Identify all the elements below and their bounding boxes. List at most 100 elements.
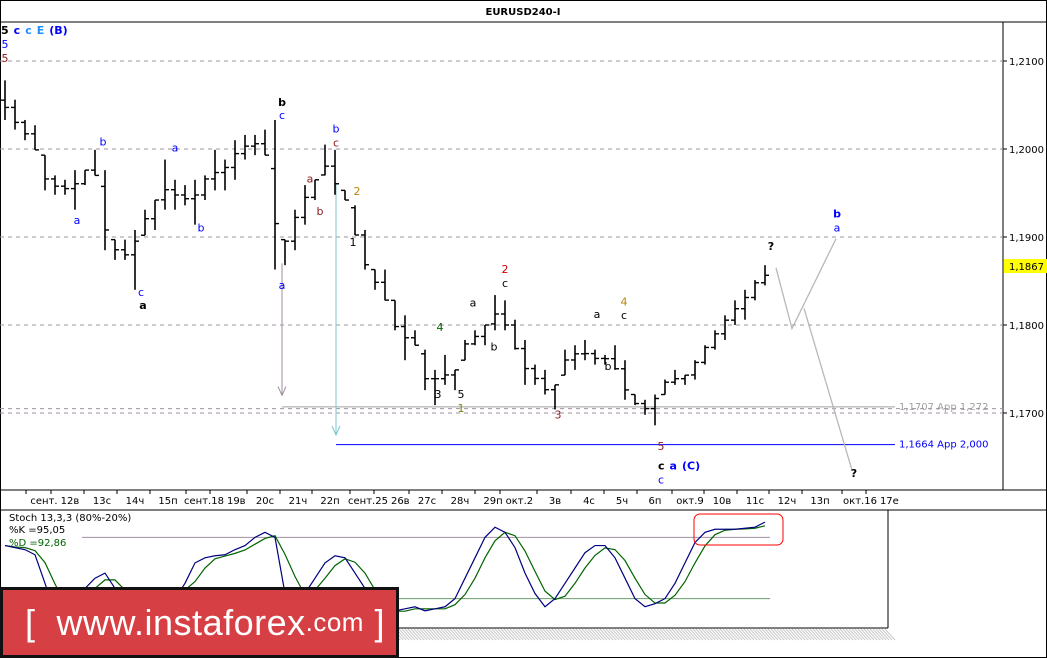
wave-label: a	[139, 299, 146, 312]
hatch-line	[836, 628, 848, 641]
hatch-line	[437, 628, 449, 641]
hatch-line	[512, 628, 524, 641]
hatch-line	[722, 628, 734, 641]
hatch-line	[866, 628, 878, 641]
hatch-line	[581, 628, 593, 641]
wave-label: b	[278, 96, 286, 109]
hatch-line	[869, 628, 881, 641]
hatch-line	[806, 628, 818, 641]
wave-label: a	[172, 142, 179, 155]
hatch-line	[827, 628, 839, 641]
hatch-line	[716, 628, 728, 641]
y-tick-label: 1,2100	[1009, 57, 1044, 68]
wave-label: 3	[435, 388, 442, 401]
wave-label: 2	[354, 185, 361, 198]
hatch-line	[602, 628, 614, 641]
hatch-line	[521, 628, 533, 641]
hatch-line	[833, 628, 845, 641]
hatch-line	[533, 628, 545, 641]
x-tick-label: 14ч	[126, 496, 145, 507]
x-tick-label: 11с	[746, 496, 764, 507]
hatch-line	[503, 628, 515, 641]
hatch-line	[848, 628, 860, 641]
hatch-line	[641, 628, 653, 641]
watermark-bracket: ]	[374, 601, 385, 643]
hatch-line	[731, 628, 743, 641]
hatch-line	[629, 628, 641, 641]
x-tick-label: окт.9	[676, 496, 704, 507]
hatch-line	[704, 628, 716, 641]
hatch-line	[662, 628, 674, 641]
wave-label: b	[491, 341, 498, 354]
wave-label: a	[470, 297, 477, 310]
hatch-line	[878, 628, 890, 641]
hatch-line	[440, 628, 452, 641]
hatch-line	[419, 628, 431, 641]
hatch-line	[755, 628, 767, 641]
hatch-line	[683, 628, 695, 641]
x-tick-label: 21ч	[289, 496, 308, 507]
hatch-line	[407, 628, 419, 641]
hatch-line	[671, 628, 683, 641]
hatch-line	[470, 628, 482, 641]
hatch-line	[587, 628, 599, 641]
hatch-line	[761, 628, 773, 641]
hatch-line	[809, 628, 821, 641]
hatch-line	[554, 628, 566, 641]
hatch-line	[776, 628, 788, 641]
hatch-line	[497, 628, 509, 641]
hatch-line	[674, 628, 686, 641]
forecast-paths	[775, 238, 853, 471]
hatch-line	[758, 628, 770, 641]
hatch-line	[860, 628, 872, 641]
hatch-line	[647, 628, 659, 641]
hatch-line	[800, 628, 812, 641]
hatch-line	[728, 628, 740, 641]
wave-label: b	[100, 135, 107, 148]
stoch-title: Stoch 13,3,3 (80%-20%)	[9, 513, 131, 524]
wave-label: b	[333, 122, 340, 135]
hatch-line	[617, 628, 629, 641]
forecast-line	[775, 238, 837, 331]
wave-label: 5	[658, 440, 665, 453]
watermark-suffix: .com	[305, 607, 364, 637]
arrow-head-icon	[277, 386, 287, 397]
x-tick-label: 3в	[549, 496, 561, 507]
wave-label: a	[307, 172, 314, 185]
hatch-line	[650, 628, 662, 641]
hatch-line	[689, 628, 701, 641]
hatch-line	[872, 628, 884, 641]
hatch-line	[428, 628, 440, 641]
hatch-line	[530, 628, 542, 641]
hatch-line	[686, 628, 698, 641]
hatch-line	[695, 628, 707, 641]
hatch-line	[404, 628, 416, 641]
wave-label: c	[658, 473, 664, 486]
hatch-line	[773, 628, 785, 641]
hatch-line	[857, 628, 869, 641]
instaforex-watermark: [ www.instaforex .com ]	[0, 587, 399, 658]
hatch-line	[449, 628, 461, 641]
hatch-line	[620, 628, 632, 641]
hatch-line	[566, 628, 578, 641]
wave-label: 4	[621, 296, 628, 309]
hatch-line	[875, 628, 887, 641]
hatch-line	[644, 628, 656, 641]
hatch-line	[461, 628, 473, 641]
stoch-d-value: %D =92,86	[9, 538, 66, 549]
hatch-line	[500, 628, 512, 641]
x-tick-label: 19в	[227, 496, 246, 507]
hatch-line	[824, 628, 836, 641]
hatch-line	[740, 628, 752, 641]
x-tick-label: 27с	[418, 496, 436, 507]
hatch-line	[626, 628, 638, 641]
wave-label: ?	[768, 240, 774, 253]
hatch-line	[482, 628, 494, 641]
wave-label: 5	[458, 388, 465, 401]
hatch-line	[509, 628, 521, 641]
hatch-line	[452, 628, 464, 641]
hatch-line	[779, 628, 791, 641]
wave-label: 5	[2, 52, 9, 65]
wave-label-group: c	[14, 24, 21, 37]
